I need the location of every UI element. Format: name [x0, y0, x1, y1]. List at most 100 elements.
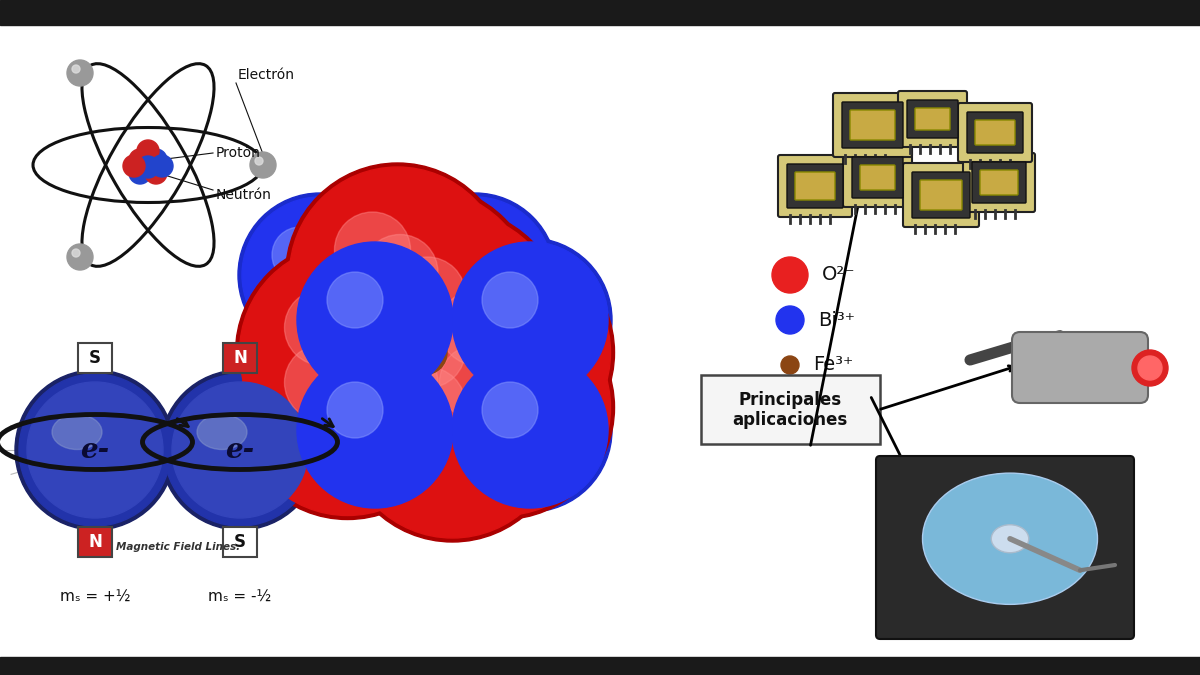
Circle shape — [289, 222, 505, 438]
Circle shape — [256, 157, 263, 165]
Text: N: N — [233, 349, 247, 367]
FancyBboxPatch shape — [78, 343, 112, 373]
Circle shape — [72, 249, 80, 257]
Ellipse shape — [923, 473, 1098, 604]
FancyBboxPatch shape — [958, 103, 1032, 162]
Text: Principales
aplicaciones: Principales aplicaciones — [732, 391, 847, 429]
FancyBboxPatch shape — [223, 527, 257, 557]
Circle shape — [242, 307, 398, 463]
Circle shape — [67, 60, 94, 86]
FancyBboxPatch shape — [1012, 332, 1148, 403]
Circle shape — [238, 303, 402, 467]
Text: O²⁻: O²⁻ — [822, 265, 856, 284]
Ellipse shape — [197, 414, 247, 450]
Circle shape — [341, 318, 564, 542]
FancyBboxPatch shape — [701, 375, 880, 444]
Circle shape — [272, 227, 328, 283]
Circle shape — [317, 190, 533, 406]
Circle shape — [289, 277, 505, 493]
FancyBboxPatch shape — [852, 157, 904, 198]
FancyBboxPatch shape — [920, 180, 962, 210]
Text: Bi³⁺: Bi³⁺ — [818, 310, 854, 329]
Circle shape — [390, 296, 614, 520]
Ellipse shape — [52, 414, 102, 450]
Text: mₛ = -½: mₛ = -½ — [209, 590, 271, 605]
Circle shape — [298, 242, 454, 398]
Text: e-: e- — [80, 437, 109, 464]
Circle shape — [776, 306, 804, 334]
Circle shape — [390, 312, 466, 388]
Circle shape — [390, 240, 614, 464]
FancyBboxPatch shape — [980, 170, 1018, 195]
Bar — [0, 0, 1200, 25]
Circle shape — [448, 348, 612, 512]
Circle shape — [403, 331, 446, 375]
Circle shape — [240, 244, 456, 460]
Circle shape — [397, 197, 553, 353]
Circle shape — [272, 337, 328, 393]
Text: Electrón: Electrón — [238, 68, 295, 82]
Circle shape — [284, 290, 360, 365]
Circle shape — [326, 272, 383, 328]
Circle shape — [448, 238, 612, 402]
Circle shape — [390, 257, 466, 333]
FancyBboxPatch shape — [833, 93, 912, 157]
Circle shape — [72, 65, 80, 73]
Circle shape — [240, 300, 456, 516]
Circle shape — [313, 296, 538, 520]
FancyBboxPatch shape — [796, 172, 835, 200]
FancyBboxPatch shape — [842, 102, 904, 148]
Text: N: N — [88, 533, 102, 551]
Circle shape — [335, 212, 410, 288]
Circle shape — [439, 344, 516, 421]
Circle shape — [341, 263, 564, 487]
Circle shape — [14, 370, 175, 530]
Circle shape — [235, 240, 460, 464]
FancyBboxPatch shape — [967, 112, 1022, 153]
Circle shape — [235, 296, 460, 520]
Ellipse shape — [991, 524, 1028, 553]
Circle shape — [397, 307, 553, 463]
Circle shape — [390, 367, 466, 443]
Circle shape — [293, 348, 457, 512]
Circle shape — [19, 374, 172, 526]
Text: mₛ = +½: mₛ = +½ — [60, 590, 131, 605]
Text: Protón: Protón — [216, 146, 260, 160]
Circle shape — [172, 382, 308, 518]
Text: Fe³⁺: Fe³⁺ — [814, 356, 853, 375]
Circle shape — [286, 163, 510, 387]
Circle shape — [286, 218, 510, 442]
Circle shape — [286, 273, 510, 497]
Circle shape — [452, 352, 608, 508]
FancyBboxPatch shape — [850, 110, 895, 140]
Circle shape — [289, 167, 505, 383]
Circle shape — [341, 208, 564, 432]
Circle shape — [482, 382, 538, 438]
Circle shape — [124, 155, 145, 177]
Circle shape — [130, 149, 151, 171]
Circle shape — [344, 267, 560, 483]
Text: Neutrón: Neutrón — [216, 188, 272, 202]
Circle shape — [67, 244, 94, 270]
Text: S: S — [234, 533, 246, 551]
FancyBboxPatch shape — [964, 153, 1034, 212]
Circle shape — [313, 186, 538, 410]
Circle shape — [482, 272, 538, 328]
Circle shape — [427, 337, 482, 393]
Circle shape — [298, 242, 454, 398]
Circle shape — [250, 152, 276, 178]
FancyBboxPatch shape — [904, 163, 979, 227]
Circle shape — [781, 356, 799, 374]
Circle shape — [28, 382, 163, 518]
Text: Magnetic Field Lines.: Magnetic Field Lines. — [116, 542, 240, 552]
FancyBboxPatch shape — [876, 456, 1134, 639]
Circle shape — [326, 382, 383, 438]
Text: S: S — [89, 349, 101, 367]
Circle shape — [427, 227, 482, 283]
Circle shape — [298, 352, 454, 508]
Circle shape — [160, 370, 320, 530]
Circle shape — [145, 149, 167, 171]
FancyBboxPatch shape — [898, 91, 967, 147]
FancyBboxPatch shape — [974, 120, 1015, 145]
Circle shape — [298, 352, 454, 508]
